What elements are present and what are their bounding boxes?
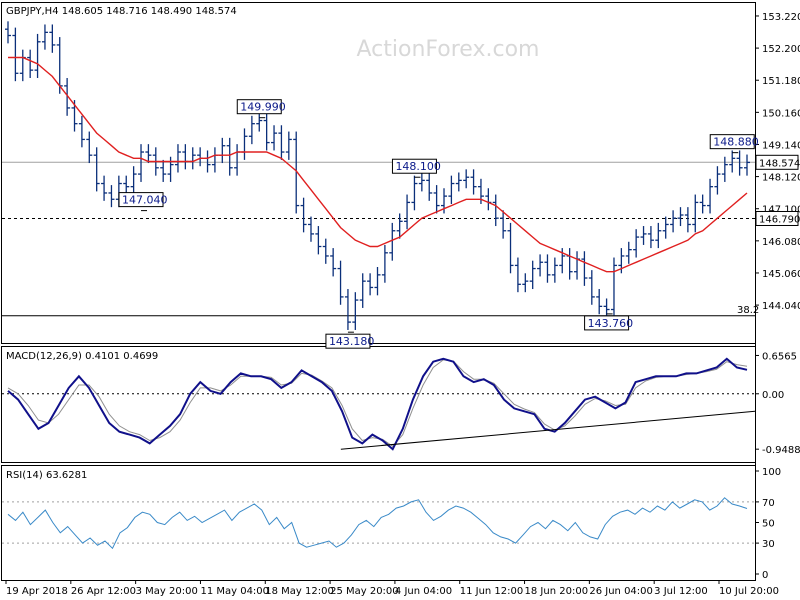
macd-series-macd [7,357,748,451]
macd-ytick-label: -0.9488 [762,445,800,456]
xtick-label: 11 May 04:00 [200,586,269,597]
rsi-ytick-label: 0 [762,570,768,581]
price-ytick-label: 149.140 [762,140,800,151]
xtick-label: 26 Jun 04:00 [589,586,653,597]
rsi-series-line [7,497,748,550]
rsi-title: RSI(14) 63.6281 [6,470,87,481]
price-ytick-label: 152.200 [762,44,800,55]
xtick-label: 10 Jul 20:00 [719,586,779,597]
price-ytick-label: 153.220 [762,12,800,23]
watermark-text: ActionForex.com [357,37,540,62]
macd-ytick-label: 0.00 [762,390,784,401]
price-ytick-label: 145.060 [762,269,800,280]
xtick-label: 4 Jun 04:00 [395,586,452,597]
annotation-label: 148.100 [395,160,441,173]
rsi-ytick-label: 70 [762,498,775,509]
price-ytick-label: 151.180 [762,76,800,87]
rsi-ytick-label: 100 [762,467,781,478]
annotation-label: 143.760 [588,317,634,330]
annotation-label: 148.880 [713,136,759,149]
macd-series-signal [7,359,748,447]
price-ytick-label: 147.100 [762,205,800,216]
xtick-label: 18 Jun 20:00 [525,586,589,597]
macd-title: MACD(12,26,9) 0.4101 0.4699 [6,351,158,362]
annotation-box [325,333,371,349]
fib-level-label: 38.2 [737,305,759,316]
macd-trendline [340,410,756,450]
annotation-box [236,99,282,115]
xtick-label: 19 Apr 2018 [6,586,68,597]
ma-line [8,56,748,273]
xtick-label: 3 Jul 12:00 [654,586,708,597]
panel-frame-1 [1,346,756,463]
price-ytick-label: 144.040 [762,301,800,312]
annotation-box [118,192,164,208]
xtick-label: 11 Jun 12:00 [460,586,524,597]
price-ytick-label: 146.080 [762,237,800,248]
price-level-label: 148.574 [759,158,800,169]
price-level-box [755,154,799,170]
annotation-box [584,315,630,331]
price-ytick-label: 148.120 [762,173,800,184]
rsi-ytick-label: 50 [762,519,775,530]
annotation-label: 143.180 [329,335,375,348]
panel-frame-2 [1,465,756,581]
price-ytick-label: 150.160 [762,108,800,119]
xtick-label: 25 May 20:00 [330,586,399,597]
annotation-label: 147.040 [122,194,167,207]
annotation-box [709,134,755,150]
price-title: GBPJPY,H4 148.605 148.716 148.490 148.57… [6,6,237,17]
xtick-label: 26 Apr 12:00 [71,586,136,597]
xtick-label: 3 May 20:00 [136,586,198,597]
price-level-label: 146.790 [759,214,800,225]
xtick-label: 18 May 12:00 [265,586,334,597]
annotation-label: 149.990 [240,101,286,114]
macd-ytick-label: 0.6565 [762,351,797,362]
rsi-ytick-label: 30 [762,539,775,550]
price-level-box [755,210,799,226]
annotation-box [391,158,437,174]
